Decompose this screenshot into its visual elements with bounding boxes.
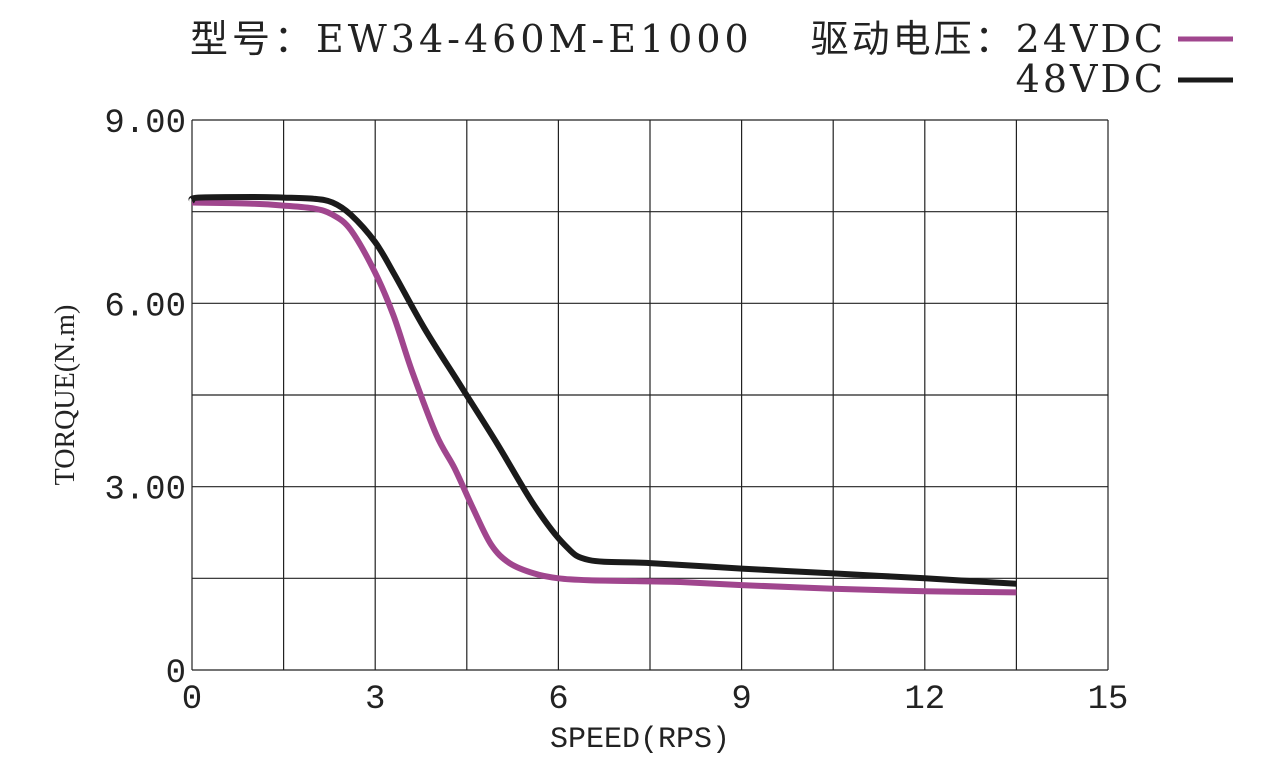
x-tick-label: 12 <box>904 681 945 719</box>
model-title: 型号：EW34-460M-E1000 <box>190 17 753 61</box>
y-tick-label: 0 <box>166 655 186 693</box>
voltage-label-24vdc: 驱动电压：24VDC <box>811 17 1166 61</box>
series-line-48vdc <box>188 194 1017 587</box>
series-lines <box>188 194 1017 596</box>
y-tick-label: 3.00 <box>104 472 186 510</box>
x-tick-label: 9 <box>731 681 751 719</box>
tick-labels: 0 3 6 9 12 15 0 3.00 6.00 9.00 <box>104 105 1128 719</box>
x-tick-label: 3 <box>365 681 385 719</box>
x-tick-label: 15 <box>1088 681 1129 719</box>
y-tick-label: 9.00 <box>104 105 186 143</box>
x-axis-label: SPEED(RPS) <box>550 723 730 757</box>
x-tick-label: 0 <box>182 681 202 719</box>
x-tick-label: 6 <box>548 681 568 719</box>
y-axis-label: TORQUE(N.m) <box>50 305 81 486</box>
y-tick-label: 6.00 <box>104 288 186 326</box>
voltage-label-48vdc: 48VDC <box>1016 57 1166 101</box>
series-line-24vdc <box>191 199 1017 596</box>
